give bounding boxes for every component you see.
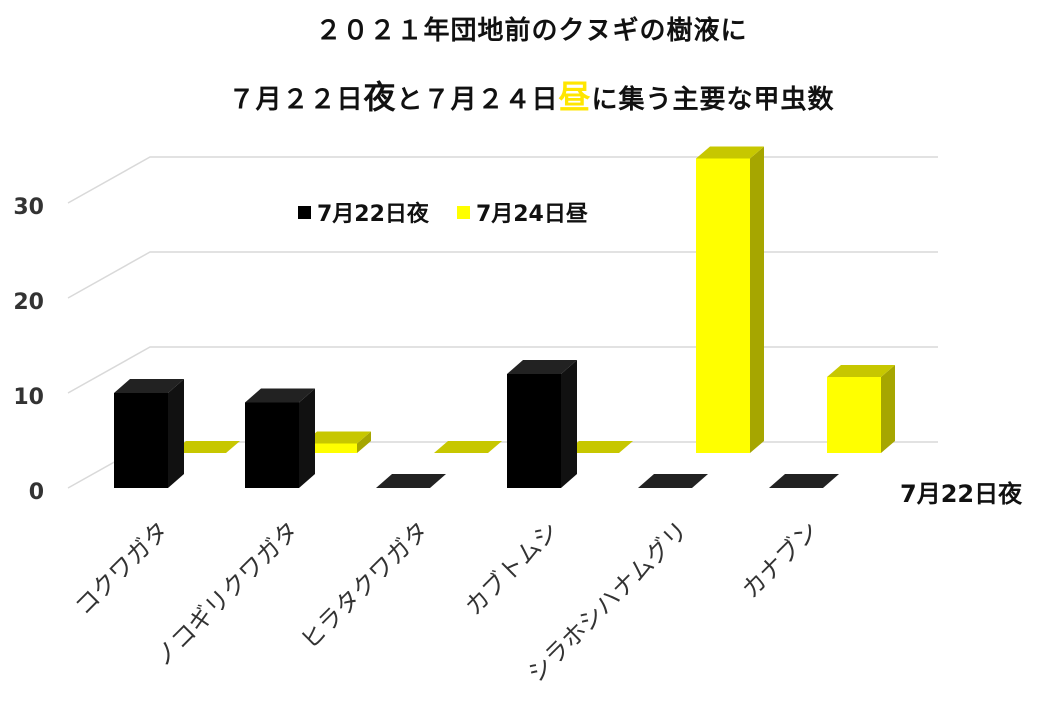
bar-day-4	[696, 146, 764, 453]
bar-day-1	[303, 431, 371, 453]
bar-night-3	[507, 360, 577, 488]
bar-night-4	[638, 474, 708, 488]
gridline-30	[67, 156, 938, 204]
legend-label-day: 7月24日昼	[475, 202, 588, 227]
title-night-word: 夜	[363, 78, 397, 116]
legend-swatch-night	[298, 205, 311, 219]
bar-day-2	[434, 441, 502, 453]
gridline-10	[67, 346, 938, 394]
bar-night-2	[376, 474, 446, 488]
title-date-night: ７月２２日	[228, 85, 364, 115]
gridline-20	[67, 251, 938, 299]
y-tick-30: 30	[13, 195, 44, 220]
legend-item-day: 7月24日昼	[456, 196, 588, 228]
legend-item-night: 7月22日夜	[298, 196, 429, 228]
bar-day-5	[827, 365, 895, 453]
chart-title-line1: ２０２１年団地前のクヌギの樹液に	[315, 16, 748, 46]
bar-night-1	[245, 388, 315, 488]
y-tick-0: 0	[28, 480, 44, 505]
title-date-day: と７月２４日	[396, 85, 559, 115]
bar-day-3	[565, 441, 633, 453]
bar-night-5	[769, 474, 839, 488]
depth-axis-label: 7月22日夜	[900, 480, 1023, 508]
title-day-word: 昼	[558, 78, 592, 116]
chart-title-line2: ７月２２日夜と７月２４日昼に集う主要な甲虫数	[0, 72, 1063, 118]
bar-day-0	[172, 441, 240, 453]
title-suffix: に集う主要な甲虫数	[591, 85, 835, 115]
legend: 7月22日夜 7月24日昼	[298, 196, 588, 228]
legend-label-night: 7月22日夜	[317, 202, 429, 227]
y-tick-10: 10	[13, 385, 44, 410]
y-tick-20: 20	[13, 290, 44, 315]
bars	[114, 146, 895, 488]
legend-swatch-day	[456, 205, 470, 219]
bar-night-0	[114, 379, 184, 488]
